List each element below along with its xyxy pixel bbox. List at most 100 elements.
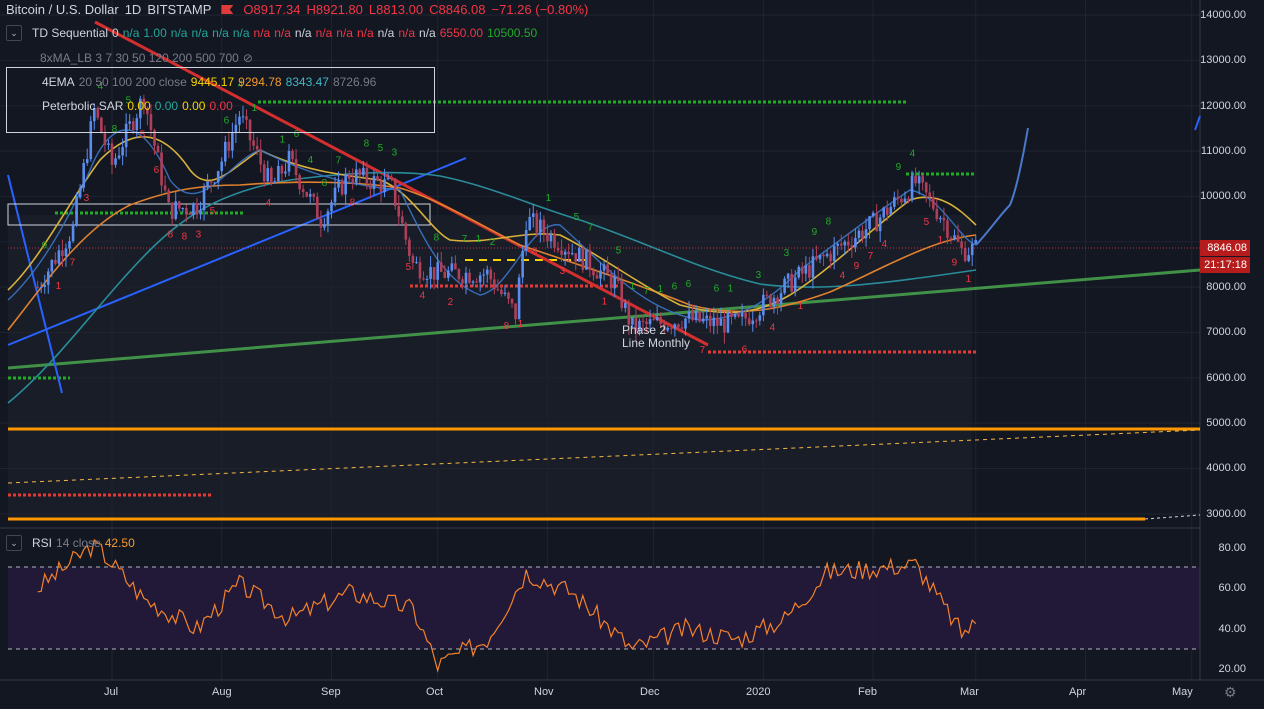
candle-body (868, 216, 871, 230)
candle-body (818, 254, 822, 260)
ema-params: 20 50 100 200 close (78, 75, 187, 89)
td-count: 6 (714, 284, 720, 295)
candle-body (36, 287, 39, 289)
candle-body (177, 201, 181, 209)
sar-value-3: 0.00 (182, 99, 206, 113)
candle-body (531, 213, 535, 217)
candle-body (751, 320, 755, 325)
candle-body (390, 177, 393, 179)
candle-body (684, 318, 687, 329)
range-box[interactable] (7, 203, 431, 226)
green-trendline[interactable] (7, 268, 1201, 370)
td-count: 3 (196, 229, 202, 240)
phase-annotation[interactable]: Phase 2 Line Monthly (622, 324, 690, 350)
td-na-10: n/a (356, 26, 374, 40)
sar-legend[interactable]: Peterbolic SAR 0.00 0.00 0.00 0.00 (42, 99, 233, 113)
candle-body (963, 247, 967, 261)
td-count: 8 (364, 139, 370, 150)
candle-body (744, 312, 747, 319)
xma-name[interactable]: 8xMA_LB 3 7 30 50 120 200 500 700 (40, 51, 239, 65)
sar-value-4: 0.00 (209, 99, 233, 113)
settings-gear-icon[interactable]: ⚙ (1224, 684, 1237, 700)
candle-body (560, 250, 563, 255)
red-downtrend-line[interactable] (94, 20, 709, 347)
candle-body (333, 187, 337, 203)
candle-body (365, 167, 369, 184)
price-tick: 13000.00 (1200, 54, 1246, 66)
candle-body (641, 320, 645, 322)
candle-body (801, 266, 804, 274)
candle-body (93, 107, 96, 122)
time-tick: 2020 (746, 686, 771, 698)
candle-body (896, 197, 900, 199)
td-count: 3 (392, 148, 398, 159)
td-count: 8 (168, 229, 174, 240)
collapse-chevron-icon[interactable]: ⌄ (6, 25, 22, 41)
candle-body (645, 321, 648, 325)
candle-body (960, 241, 963, 248)
td-count: 3 (756, 270, 762, 281)
dashed-trend-line[interactable] (7, 429, 1201, 484)
candle-body (585, 250, 588, 270)
price-tick: 11000.00 (1200, 145, 1246, 157)
rsi-legend[interactable]: ⌄ RSI 14 close 42.50 (6, 535, 135, 551)
sar-name[interactable]: Peterbolic SAR (42, 99, 124, 113)
td-count: 8 (182, 232, 188, 243)
candle-body (188, 213, 192, 215)
candle-body (708, 315, 712, 327)
symbol-name[interactable]: Bitcoin / U.S. Dollar (6, 2, 119, 17)
legend-box (6, 67, 435, 133)
td-na-1: n/a (170, 26, 188, 40)
candle-body (344, 174, 347, 195)
candle-body (68, 241, 71, 249)
candle-body (871, 212, 875, 217)
candle-body (716, 317, 719, 326)
td-name[interactable]: TD Sequential (32, 26, 109, 40)
candle-body (78, 187, 82, 198)
td-count: 8 (322, 178, 328, 189)
candle-body (50, 259, 54, 272)
ema-200-line (7, 171, 977, 404)
td-count: 6 (224, 115, 230, 126)
candle-body (574, 253, 578, 262)
candle-body (393, 178, 397, 206)
td-count: 7 (700, 345, 706, 356)
candle-body (57, 250, 61, 264)
ema-legend[interactable]: 4EMA 20 50 100 200 close 9445.17 9294.78… (42, 75, 376, 89)
candle-body (694, 311, 698, 320)
td-count: 3 (84, 193, 90, 204)
exchange: BITSTAMP (147, 2, 212, 17)
td-sequential-legend[interactable]: ⌄ TD Sequential 0 n/a 1.00 n/a n/a n/a n… (6, 25, 537, 41)
candle-body (195, 203, 199, 215)
flag-icon[interactable] (221, 5, 234, 14)
td-count: 1 (630, 281, 636, 292)
candle-body (287, 150, 291, 172)
blue-steep-line[interactable] (7, 174, 63, 394)
ema-50-line (7, 136, 977, 314)
ema-name[interactable]: 4EMA (42, 75, 75, 89)
candle-body (114, 158, 117, 165)
interval[interactable]: 1D (124, 2, 142, 17)
candle-body (255, 145, 259, 150)
edge-arrow (1194, 115, 1201, 131)
candle-body (174, 201, 178, 219)
candle-body (882, 207, 886, 218)
xma-legend[interactable]: 8xMA_LB 3 7 30 50 120 200 500 700 ⊘ (40, 51, 253, 65)
rsi-name[interactable]: RSI (32, 536, 53, 550)
candle-body (429, 267, 432, 279)
candle-body (790, 273, 793, 292)
candle-body (772, 297, 776, 307)
candle-body (121, 147, 124, 156)
ohlc-open: O8917.34 (243, 2, 301, 17)
ema-100-line (7, 181, 977, 331)
candle-body (96, 107, 100, 118)
candle-body (220, 161, 224, 172)
td-count: 4 (770, 323, 776, 334)
candle-body (131, 121, 135, 131)
rsi-collapse-icon[interactable]: ⌄ (6, 535, 22, 551)
eye-hidden-icon[interactable]: ⊘ (242, 51, 253, 65)
td-count: 4 (266, 198, 272, 209)
candle-body (273, 181, 277, 184)
td-count: 1 (252, 103, 258, 114)
